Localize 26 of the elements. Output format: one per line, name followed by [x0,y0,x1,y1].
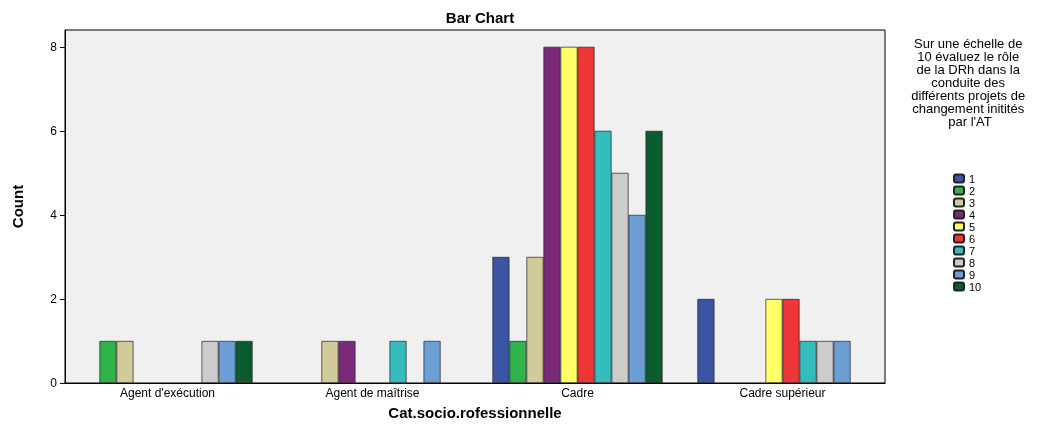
y-tick-label: 0 [50,376,58,390]
legend-label: 7 [969,244,976,257]
y-tick-label: 2 [50,291,58,306]
legend-label: 8 [969,256,976,269]
y-tick-label: 4 [50,207,58,222]
bar [423,340,441,383]
y-tick-label: 8 [50,39,58,54]
legend-title: Sur une échelle de 10 évaluez le rôle de la DRh dans la conduite des différents projets de changement initités par l'AT [911,36,1029,129]
bar [697,298,715,383]
chart-title: Bar Chart [445,9,515,26]
legend-label: 1 [969,172,976,185]
x-tick-label: Agent d'exécution [119,386,216,400]
legend-label: 10 [969,280,982,293]
y-tick-label: 6 [50,123,58,138]
legend-label: 4 [969,208,976,221]
x-tick-label: Cadre [561,386,595,400]
x-axis-title: Cat.socio.rofessionnelle [388,404,562,421]
y-axis-title: Count [9,184,26,229]
x-tick-label: Agent de maîtrise [325,386,420,400]
legend-label: 5 [969,220,976,233]
legend-label: 3 [969,196,976,209]
bar [389,340,407,383]
x-tick-label: Cadre supérieur [739,386,826,400]
legend-label: 2 [969,184,976,197]
legend-label: 6 [969,232,976,245]
legend-label: 9 [969,268,976,281]
